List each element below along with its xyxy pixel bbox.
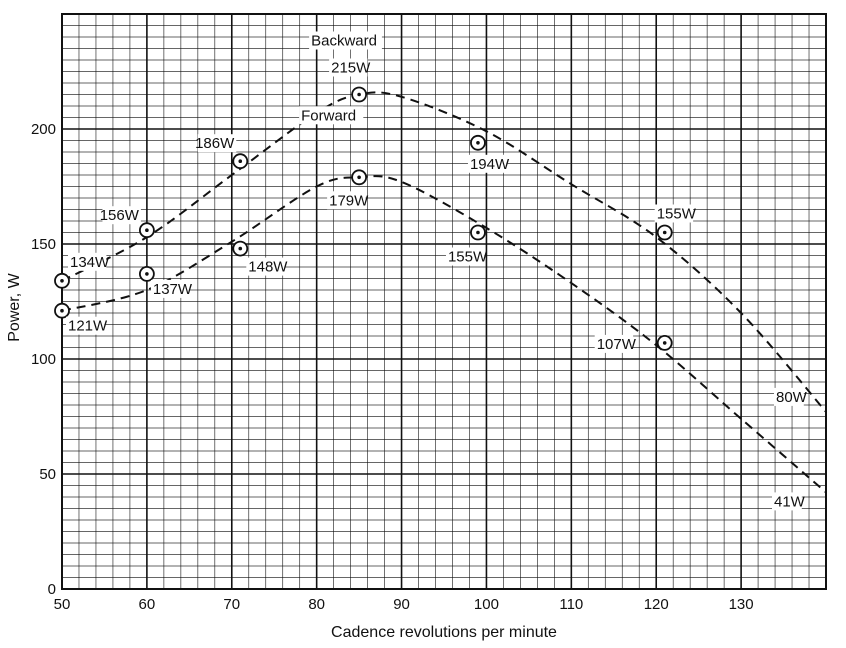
data-label-group: 186W	[195, 134, 237, 153]
series-name-forward: Forward	[301, 107, 356, 124]
data-label-background	[594, 334, 634, 353]
data-label: 121W	[68, 318, 108, 335]
data-label-group: 179W	[327, 191, 369, 210]
series-name-backward-background	[309, 31, 382, 50]
data-label: 155W	[448, 249, 488, 266]
x-tick-label: 110	[559, 596, 583, 613]
series-name-labels: Backward Forward	[299, 31, 382, 125]
data-point-dot	[60, 308, 64, 313]
data-label: 107W	[597, 336, 637, 353]
data-label-group: 134W	[68, 252, 110, 271]
data-label-group: 148W	[246, 257, 288, 276]
series-name-backward: Backward	[311, 33, 377, 50]
x-tick-label: 90	[393, 596, 410, 613]
data-point-dot	[60, 279, 64, 283]
data-label: 148W	[248, 259, 288, 276]
data-point-dot	[476, 141, 480, 145]
data-label-group: 155W	[654, 204, 697, 223]
data-label-group: 137W	[150, 279, 193, 298]
data-label: 155W	[657, 206, 697, 223]
data-label-background	[654, 204, 694, 223]
point-labels: 134W 156W 186W 215W 194W 155W 80W 121W 137W 148W 1…	[66, 58, 808, 511]
x-tick-label: 120	[644, 596, 669, 613]
data-label: 179W	[329, 192, 369, 209]
plot-frame	[61, 13, 827, 590]
data-label-background	[197, 134, 237, 153]
data-point-dot	[357, 175, 361, 180]
end-value-label-group: 41W	[772, 492, 806, 511]
end-value-label-group: 80W	[774, 387, 808, 406]
y-tick-label: 0	[48, 581, 56, 598]
data-label-group: 155W	[445, 247, 488, 266]
data-label-background	[329, 58, 368, 77]
data-label: 156W	[100, 207, 140, 224]
data-label-group: 107W	[594, 334, 637, 353]
data-point-dot	[357, 92, 361, 97]
data-label: 194W	[470, 156, 510, 173]
minor-gridlines	[62, 14, 826, 589]
x-tick-label: 100	[474, 596, 499, 613]
data-point-dot	[145, 272, 149, 276]
series-name-forward-group: Forward	[299, 106, 364, 125]
end-value-label: 80W	[776, 389, 808, 406]
y-tick-label: 200	[31, 121, 56, 138]
data-label-background	[102, 206, 141, 225]
data-label-group: 194W	[467, 154, 510, 173]
x-axis-label: Cadence revolutions per minute	[331, 624, 557, 641]
data-label-group: 121W	[66, 316, 108, 335]
data-label-background	[467, 154, 507, 173]
x-tick-label: 60	[139, 596, 156, 613]
x-tick-label: 50	[54, 596, 71, 613]
data-label-background	[327, 191, 366, 210]
data-label-background	[68, 252, 107, 271]
y-tick-label: 150	[31, 236, 56, 253]
series-line-backward	[61, 91, 827, 413]
x-tick-label: 130	[729, 596, 754, 613]
x-axis-ticks: 50 60 70 80 90 100 110 120 130	[54, 596, 754, 613]
y-axis-ticks: 0 50 100 150 200	[31, 121, 56, 598]
data-label-background	[445, 247, 485, 266]
data-point-dot	[238, 246, 243, 251]
series-markers	[54, 86, 673, 351]
data-point-dot	[662, 230, 667, 235]
series-name-forward-background	[299, 106, 364, 125]
x-tick-label: 80	[308, 596, 325, 613]
data-label: 215W	[331, 60, 371, 77]
data-label-group: 215W	[329, 58, 371, 77]
data-label: 134W	[70, 254, 110, 271]
y-tick-label: 100	[31, 351, 56, 368]
end-value-label-background	[772, 492, 802, 511]
data-label: 137W	[153, 281, 193, 298]
data-point-dot	[145, 228, 149, 232]
data-point-dot	[476, 230, 480, 235]
end-value-label: 41W	[774, 493, 806, 510]
data-label-background	[66, 316, 105, 335]
data-label-background	[246, 257, 285, 276]
y-tick-label: 50	[39, 466, 56, 483]
data-point-dot	[662, 341, 667, 345]
series-line-forward	[61, 175, 827, 494]
data-point-dot	[238, 159, 243, 163]
data-label-background	[150, 279, 190, 298]
data-label: 186W	[195, 135, 235, 152]
x-tick-label: 70	[223, 596, 240, 613]
end-value-label-background	[774, 387, 804, 406]
data-label-group: 156W	[100, 206, 141, 225]
series-name-backward-group: Backward	[309, 31, 382, 50]
series-lines	[61, 91, 827, 494]
y-axis-label: Power, W	[6, 272, 23, 341]
